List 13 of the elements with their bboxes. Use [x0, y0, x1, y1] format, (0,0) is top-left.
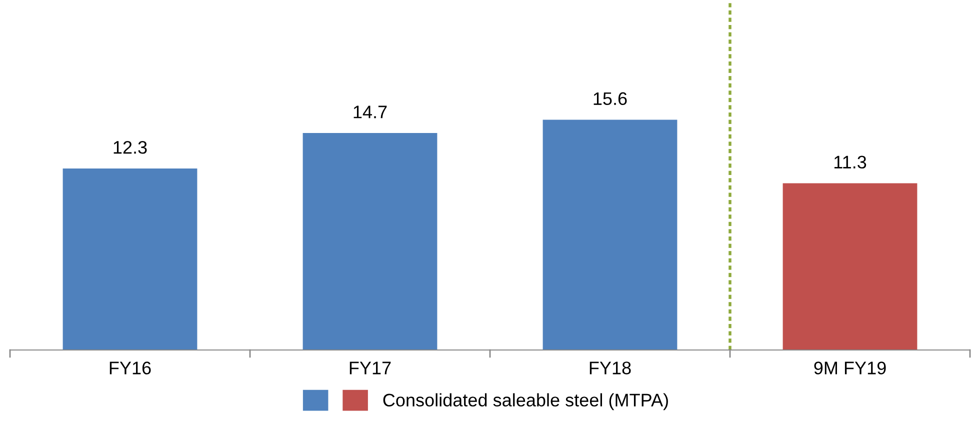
legend-label: Consolidated saleable steel (MTPA) — [383, 393, 668, 410]
data-label: 15.6 — [594, 92, 627, 106]
data-label: 12.3 — [114, 140, 147, 154]
bar — [542, 120, 678, 350]
x-tick-label: 9M FY19 — [814, 362, 886, 374]
bar — [782, 183, 918, 350]
bar — [302, 133, 438, 350]
x-tick-label: FY18 — [590, 362, 631, 374]
data-label: 11.3 — [834, 156, 866, 169]
bar — [62, 168, 198, 350]
x-tick-label: FY17 — [350, 362, 391, 374]
data-label: 14.7 — [354, 106, 387, 118]
x-tick-label: FY16 — [110, 362, 151, 374]
